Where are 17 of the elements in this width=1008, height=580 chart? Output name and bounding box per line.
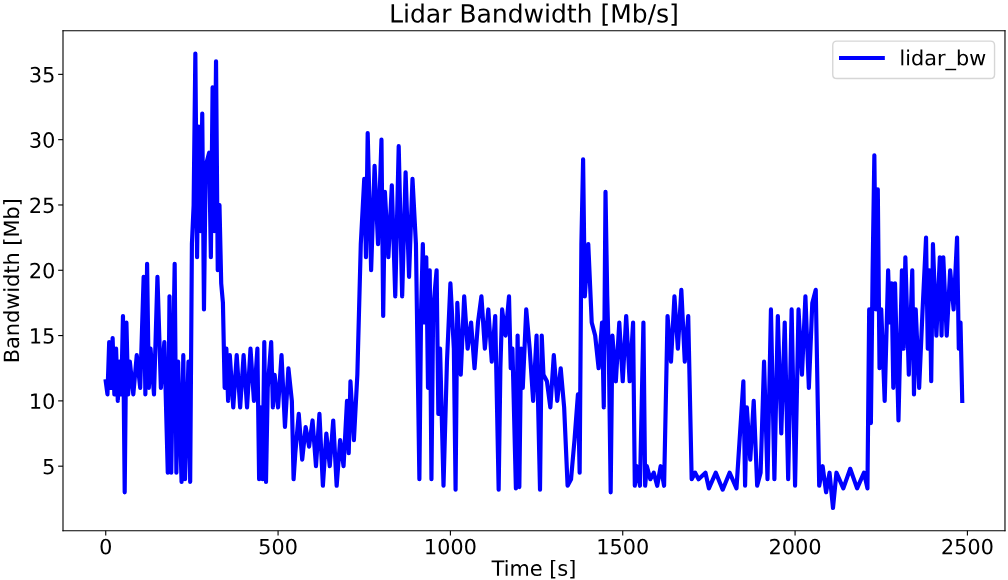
x-tick-label: 2500 <box>942 538 993 555</box>
y-tick-label: 10 <box>31 393 54 410</box>
y-tick-label: 20 <box>30 262 54 279</box>
y-tick-label: 30 <box>30 132 54 148</box>
x-tick-label: 2000 <box>770 538 821 555</box>
x-tick-label: 500 <box>259 538 297 555</box>
x-tick-label: 0 <box>100 538 111 555</box>
y-axis-title: Bandwidth [Mb] <box>3 200 22 362</box>
x-tick-label: 1500 <box>598 538 648 555</box>
y-tick-label: 5 <box>43 458 54 475</box>
y-tick-label: 15 <box>31 328 54 344</box>
y-tick-label: 35 <box>30 66 54 83</box>
x-tick-label: 1000 <box>426 538 476 555</box>
x-axis-title: Time [s] <box>491 559 575 579</box>
chart-title: Lidar Bandwidth [Mb/s] <box>391 3 677 26</box>
legend-label: lidar_bw <box>901 49 986 71</box>
y-tick-label: 25 <box>30 197 54 214</box>
